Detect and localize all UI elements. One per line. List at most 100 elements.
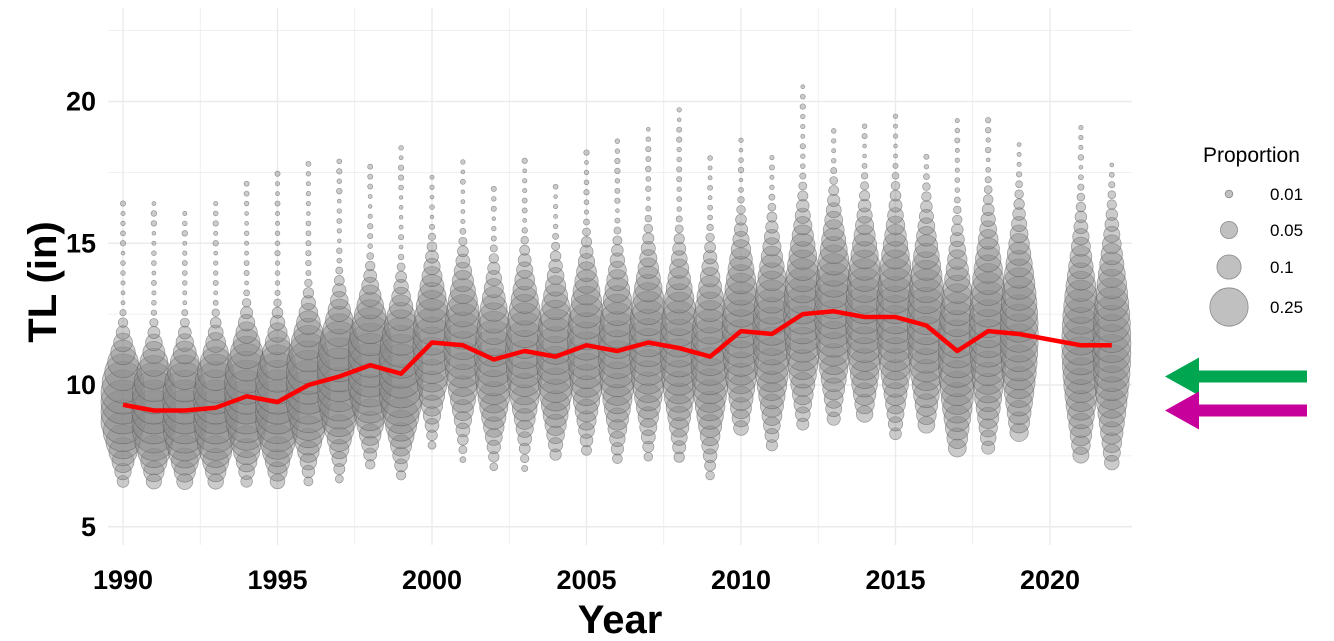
bubble-point: [548, 258, 563, 274]
bubble-point: [446, 363, 480, 397]
bubble-point: [244, 280, 249, 286]
bubble-point: [762, 237, 782, 257]
bubble-point: [791, 224, 814, 247]
bubble-point: [212, 220, 219, 227]
bubble-point: [825, 400, 843, 418]
bubble-point: [460, 178, 466, 185]
bubble-point: [453, 410, 472, 429]
bubble-point: [211, 308, 220, 317]
bubble-point: [448, 375, 478, 405]
bubble-point: [645, 185, 652, 192]
bubble-point: [150, 220, 158, 227]
bubble-point: [505, 320, 544, 359]
bubble-point: [784, 326, 821, 363]
bubble-point: [614, 197, 621, 204]
bubble-point: [115, 325, 131, 340]
bubble-point: [361, 435, 380, 454]
bubble-point: [676, 117, 682, 123]
bubble-point: [244, 250, 249, 256]
bubble-point: [354, 398, 387, 431]
bubble-point: [120, 300, 126, 306]
bubble-point: [488, 451, 500, 463]
bubble-point: [674, 224, 684, 234]
bubble-point: [888, 198, 903, 213]
bubble-point: [521, 157, 528, 164]
bubble-point: [1097, 398, 1127, 428]
bubble-point: [429, 204, 435, 210]
bubble-point: [707, 165, 713, 171]
x-tick-label: 2020: [1020, 565, 1080, 595]
bubble-point: [507, 302, 542, 337]
bubble-point: [429, 174, 435, 180]
bubble-point: [977, 229, 999, 250]
bubble-point: [476, 369, 512, 405]
bubble-point: [1095, 277, 1129, 311]
bubble-point: [1071, 435, 1091, 455]
bubble-point: [942, 393, 973, 424]
bubble-point: [552, 223, 559, 229]
bubble-point: [665, 275, 693, 302]
bubble-point: [876, 285, 915, 325]
bubble-point: [455, 253, 471, 269]
bubble-point: [601, 293, 634, 326]
x-tick-label: 2000: [402, 565, 462, 595]
bubble-point: [243, 190, 250, 197]
bubble-point: [541, 291, 570, 320]
bubble-point: [918, 208, 934, 224]
bubble-point: [429, 184, 435, 190]
bubble-point: [1008, 411, 1031, 434]
bubble-point: [920, 200, 933, 213]
bubble-point: [507, 361, 543, 397]
bubble-point: [795, 406, 811, 422]
legend-key-bubble: [1224, 189, 1234, 199]
bubble-point: [757, 262, 787, 291]
bubble-point: [676, 126, 683, 133]
bubble-point: [367, 183, 374, 190]
bubble-point: [274, 200, 281, 207]
bubble-point: [304, 278, 313, 288]
bubble-point: [537, 317, 575, 355]
bubble-point: [954, 187, 961, 193]
x-tick-label: 2010: [711, 565, 771, 595]
legend-key-bubble: [1209, 287, 1249, 327]
bubble-point: [790, 232, 816, 259]
bubble-point: [179, 317, 190, 328]
bubble-point: [336, 228, 342, 234]
bubble-point: [120, 260, 126, 266]
bubble-point: [120, 290, 126, 296]
bubble-point: [359, 284, 382, 307]
bubble-point: [939, 371, 975, 406]
bubble-point: [1075, 201, 1087, 213]
bubble-point: [367, 223, 374, 230]
bubble-point: [945, 415, 970, 441]
bubble-point: [367, 194, 373, 199]
bubble-point: [581, 444, 592, 456]
bubble-point: [821, 227, 847, 253]
bubble-point: [707, 175, 713, 181]
bubble-point: [875, 295, 916, 335]
bubble-point: [540, 390, 571, 420]
bubble-point: [1078, 174, 1084, 181]
bubble-point: [232, 328, 261, 357]
bubble-point: [736, 205, 746, 215]
bubble-point: [1000, 285, 1038, 322]
bubble-point: [1009, 224, 1029, 244]
bubble-point: [938, 360, 976, 397]
bubble-point: [676, 146, 682, 153]
bubble-point: [765, 439, 778, 452]
bubble-point: [816, 332, 851, 367]
bubble-point: [971, 361, 1005, 395]
bubble-point: [756, 370, 788, 401]
bubble-point: [1065, 271, 1097, 302]
bubble-point: [394, 458, 408, 473]
bubble-point: [567, 341, 606, 380]
bubble-point: [882, 232, 909, 258]
bubble-point: [294, 427, 323, 456]
bubble-point: [182, 270, 188, 276]
bubble-point: [172, 340, 197, 365]
bubble-point: [644, 214, 653, 223]
bubble-point: [365, 260, 376, 272]
bubble-point: [336, 247, 343, 254]
bubble-point: [645, 156, 652, 162]
bubble-point: [985, 166, 992, 173]
